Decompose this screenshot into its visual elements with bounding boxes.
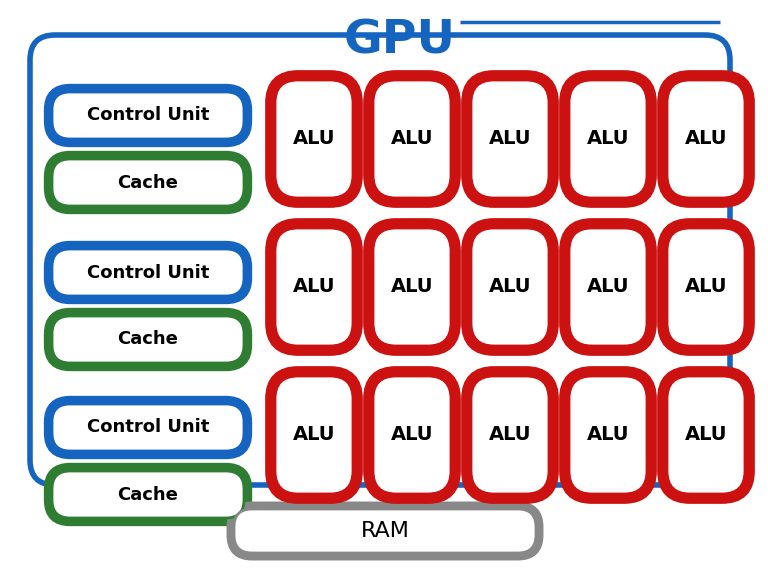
FancyBboxPatch shape (52, 159, 244, 206)
Text: ALU: ALU (685, 278, 727, 297)
FancyBboxPatch shape (368, 371, 456, 499)
FancyBboxPatch shape (373, 376, 451, 494)
FancyBboxPatch shape (667, 80, 745, 198)
Text: ALU: ALU (391, 426, 433, 445)
FancyBboxPatch shape (466, 223, 554, 351)
FancyBboxPatch shape (564, 223, 652, 351)
FancyBboxPatch shape (667, 228, 745, 346)
FancyBboxPatch shape (48, 245, 248, 300)
Text: Cache: Cache (118, 331, 178, 348)
FancyBboxPatch shape (270, 75, 358, 203)
Text: ALU: ALU (685, 130, 727, 149)
FancyBboxPatch shape (471, 80, 549, 198)
FancyBboxPatch shape (52, 404, 244, 451)
FancyBboxPatch shape (569, 376, 647, 494)
FancyBboxPatch shape (466, 371, 554, 499)
FancyBboxPatch shape (52, 471, 244, 518)
FancyBboxPatch shape (48, 155, 248, 210)
FancyBboxPatch shape (662, 371, 750, 499)
Text: ALU: ALU (685, 426, 727, 445)
Text: RAM: RAM (360, 521, 409, 541)
FancyBboxPatch shape (667, 376, 745, 494)
Wedge shape (356, 238, 451, 426)
Text: ALU: ALU (488, 278, 531, 297)
FancyBboxPatch shape (52, 92, 244, 139)
Text: ALU: ALU (587, 426, 629, 445)
FancyBboxPatch shape (373, 80, 451, 198)
Wedge shape (362, 315, 413, 385)
Text: ALU: ALU (391, 278, 433, 297)
Text: Cache: Cache (118, 486, 178, 503)
Wedge shape (315, 218, 540, 337)
FancyBboxPatch shape (230, 505, 540, 557)
FancyBboxPatch shape (48, 400, 248, 455)
Text: ALU: ALU (391, 130, 433, 149)
FancyBboxPatch shape (52, 316, 244, 363)
Text: ALU: ALU (293, 278, 336, 297)
Text: ALU: ALU (587, 278, 629, 297)
FancyBboxPatch shape (48, 467, 248, 522)
Circle shape (325, 163, 635, 473)
Text: ALU: ALU (488, 426, 531, 445)
FancyBboxPatch shape (48, 312, 248, 367)
FancyBboxPatch shape (270, 371, 358, 499)
FancyBboxPatch shape (275, 228, 353, 346)
FancyBboxPatch shape (569, 228, 647, 346)
FancyBboxPatch shape (662, 223, 750, 351)
Text: ALU: ALU (293, 426, 336, 445)
FancyBboxPatch shape (368, 75, 456, 203)
FancyBboxPatch shape (48, 88, 248, 143)
FancyBboxPatch shape (234, 509, 536, 553)
Text: Control Unit: Control Unit (87, 419, 209, 437)
FancyBboxPatch shape (466, 75, 554, 203)
FancyBboxPatch shape (275, 376, 353, 494)
Text: Control Unit: Control Unit (87, 263, 209, 282)
FancyBboxPatch shape (52, 249, 244, 296)
FancyBboxPatch shape (564, 75, 652, 203)
Text: ALU: ALU (293, 130, 336, 149)
FancyBboxPatch shape (569, 80, 647, 198)
FancyBboxPatch shape (471, 376, 549, 494)
FancyBboxPatch shape (30, 35, 730, 485)
FancyBboxPatch shape (368, 223, 456, 351)
FancyBboxPatch shape (471, 228, 549, 346)
FancyBboxPatch shape (275, 80, 353, 198)
FancyBboxPatch shape (373, 228, 451, 346)
FancyBboxPatch shape (662, 75, 750, 203)
FancyBboxPatch shape (270, 223, 358, 351)
Wedge shape (501, 184, 611, 373)
Text: ALU: ALU (488, 130, 531, 149)
Text: Cache: Cache (118, 173, 178, 191)
Text: Control Unit: Control Unit (87, 107, 209, 124)
Text: ALU: ALU (587, 130, 629, 149)
FancyBboxPatch shape (564, 371, 652, 499)
Text: GPU: GPU (344, 18, 456, 63)
